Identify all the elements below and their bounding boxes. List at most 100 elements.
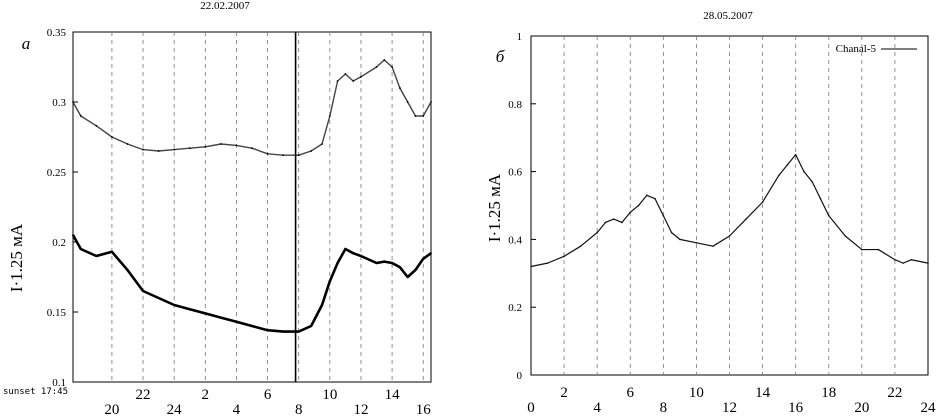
chart-a-data-point [375,262,378,264]
chart-b-grid [563,36,896,375]
chart-b-data-point [827,214,830,217]
chart-a-x-tick-label: 8 [295,402,303,418]
chart-a-data-point [430,252,432,255]
chart-a-data-point [406,276,409,278]
chart-a-data-point [204,145,207,148]
chart-b-legend: Chanal-5 [836,43,917,55]
chart-a-plot-frame [72,31,432,383]
chart-b-x-tick-label: 20 [854,400,869,416]
chart-a-data-point [414,115,417,117]
chart-a-data-point [383,260,386,263]
chart-b-data-point [695,241,698,244]
chart-panel-a: 22.02.2007 а I·1.25 мА 0.35 0.3 0.25 0.2 0.1… [3,0,432,418]
chart-a-data-point [406,101,409,103]
chart-a-data-point [344,73,347,75]
chart-a-data-point [310,325,313,327]
chart-b-series-chanal-5-line [530,154,929,268]
chart-a-data-point [352,80,355,82]
chart-a-data-point [310,150,313,152]
chart-b-data-point [621,221,623,224]
legend-entry-chanal-5: Chanal-5 [836,43,877,55]
chart-a-data-point [235,320,238,323]
chart-a-x-tick-label: 4 [233,402,241,418]
chart-a-data-point [383,59,386,61]
chart-b-y-tick-label: 0.8 [508,99,522,111]
chart-a-data-point [111,250,113,253]
chart-b-x-tick-label: 24 [921,400,937,416]
chart-a-data-point [173,304,176,306]
chart-a-data-point [79,115,82,117]
chart-b-data-point [563,255,565,258]
chart-b-data-point [712,245,714,247]
chart-a-data-point [422,115,425,117]
chart-b-y-tick-label: 0.6 [508,167,522,179]
chart-a-data-point [173,148,176,151]
chart-a-x-tick-label: 14 [385,387,401,403]
chart-b-data-point [819,197,822,200]
chart-a-data-point [111,136,113,138]
chart-a-series-upper-line [72,59,432,156]
chart-a-y-tick-label: 0.1 [52,377,66,389]
chart-b-panel-label: б [496,47,505,66]
chart-b-y-tick-label: 0 [517,370,523,382]
chart-b-y-axis-label: I·1.25 мА [485,173,504,242]
chart-b-data-point [902,262,904,264]
chart-panel-b: 28.05.2007 б I·1.25 мА 1 0.8 0.6 0.4 0.2 0 0 4… [485,10,936,416]
chart-b-x-tick-label: 18 [821,385,836,401]
chart-a-data-point [157,297,160,299]
chart-b-data-point [844,235,847,237]
chart-b-data-point [604,221,607,224]
chart-a-data-point [126,143,129,145]
chart-a-data-point [251,325,253,327]
chart-a-data-point [204,312,207,315]
chart-a-y-tick-label: 0.35 [47,27,67,39]
chart-a-y-axis-label: I·1.25 мА [7,223,26,292]
chart-a-data-point [72,234,74,236]
chart-a-series [71,59,432,333]
chart-a-x-tick-label: 2 [202,387,210,403]
chart-a-data-point [360,75,362,78]
chart-b-data-point [637,204,640,207]
chart-b-y-tick-label: 0.2 [508,302,522,314]
chart-b-x-tick-label: 12 [722,400,737,416]
chart-b-data-point [761,201,764,203]
chart-b-y-tick-label: 0.4 [508,234,522,246]
chart-a-data-point [219,143,222,145]
chart-a-data-point [430,101,432,103]
chart-a-data-point [142,290,144,292]
chart-b-x-tick-label: 4 [593,400,601,416]
chart-a-data-point [328,280,331,283]
chart-b-data-point [546,262,549,264]
chart-a-y-tick-label: 0.2 [52,237,66,249]
chart-b-data-point [629,211,632,214]
chart-a-data-point [336,80,339,82]
chart-b-x-tick-label: 6 [627,385,635,401]
chart-b-data-point [794,153,797,156]
chart-b-series [530,153,929,268]
chart-a-x-tick-label: 24 [167,402,183,418]
chart-a-data-point [391,66,393,68]
chart-a-data-point [414,269,417,271]
chart-a-y-tick-label: 0.15 [47,307,67,319]
chart-a-data-point [79,248,82,250]
chart-b-x-tick-label: 22 [887,385,902,401]
chart-b-data-point [612,218,615,220]
chart-a-data-point [188,147,191,150]
chart-a-data-point [157,150,160,152]
chart-a-data-point [126,269,129,271]
chart-a-x-tick-label: 22 [136,387,151,403]
chart-a-data-point [95,255,98,257]
chart-b-data-point [662,214,665,217]
chart-a-y-tick-label: 0.3 [52,97,66,109]
chart-a-data-point [398,266,401,269]
chart-b-data-point [803,170,805,173]
chart-a-data-point [142,148,144,151]
chart-b-data-point [894,258,896,261]
chart-a-data-point [297,154,300,157]
chart-a-data-point [282,154,285,157]
chart-b-data-point [927,262,929,264]
chart-b-data-point [596,231,598,234]
chart-b-data-point [645,194,648,197]
chart-a-data-point [360,255,362,257]
chart-b-data-point [778,174,780,176]
